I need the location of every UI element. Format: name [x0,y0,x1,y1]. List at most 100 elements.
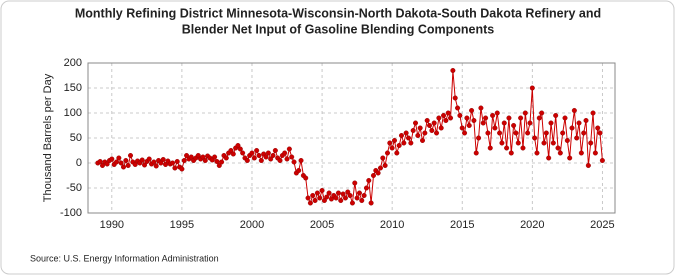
data-point [104,161,110,167]
data-point [272,147,278,153]
data-point [515,140,521,146]
data-point [314,190,320,196]
data-point [356,190,362,196]
data-point [326,190,332,196]
data-point [291,159,297,165]
data-point [317,195,323,201]
data-point [506,115,512,121]
x-tick-label: 2025 [590,219,614,231]
data-point [476,135,482,141]
x-tick-label: 2015 [450,219,474,231]
y-tick-label: 0 [76,157,82,169]
data-point [464,115,470,121]
data-point [450,67,456,73]
data-point [469,107,475,113]
data-point [298,157,304,163]
data-point [462,130,468,136]
data-point [417,125,423,131]
y-tick-label: 150 [64,82,82,94]
data-point [118,160,124,166]
data-point [424,117,430,123]
data-point [139,157,145,163]
data-point [532,135,538,141]
source: Source: U.S. Energy Information Administ… [30,253,219,263]
data-point [146,156,152,162]
x-tick-label: 1995 [170,219,194,231]
data-point [256,152,262,158]
data-point [223,155,229,161]
data-point [265,150,271,156]
data-point [599,157,605,163]
y-tick-label: -50 [66,182,82,194]
data-point [480,120,486,126]
data-point [441,112,447,118]
data-point [312,197,318,203]
data-point [546,155,552,161]
data-point [284,156,290,162]
data-point [228,147,234,153]
data-point [408,140,414,146]
data-point [571,107,577,113]
data-point [382,162,388,168]
data-point [109,156,115,162]
y-tick-label: 200 [64,57,82,69]
data-point [501,120,507,126]
data-point [181,157,187,163]
data-point [368,200,374,206]
data-point [235,142,241,148]
data-point [121,164,127,170]
data-point [457,112,463,118]
chart-title: Monthly Refining District Minnesota-Wisc… [75,6,601,20]
data-point [328,196,334,202]
data-point [557,150,563,156]
data-point [174,158,180,164]
x-tick-label: 2000 [240,219,264,231]
data-point [202,157,208,163]
data-point [413,120,419,126]
data-point [403,130,409,136]
data-point [585,162,591,168]
series-line [97,70,603,205]
data-point [394,150,400,156]
data-point [363,185,369,191]
data-point [303,175,309,181]
data-point [478,105,484,111]
chart-title: Blender Net Input of Gasoline Blending C… [182,22,495,36]
data-point [132,161,138,167]
data-point [319,187,325,193]
data-point [487,145,493,151]
data-point [443,117,449,123]
data-point [335,190,341,196]
data-point [499,140,505,146]
data-point [562,115,568,121]
data-point [550,140,556,146]
data-point [296,167,302,173]
data-point [188,154,194,160]
data-point [520,145,526,151]
y-tick-label: -100 [60,207,82,219]
data-point [429,127,435,133]
data-point [387,140,393,146]
data-point [170,160,176,166]
data-point [195,152,201,158]
data-point [380,155,386,161]
data-point [307,200,313,206]
data-point [427,122,433,128]
data-point [422,130,428,136]
x-tick-label: 2020 [520,219,544,231]
data-point [504,145,510,151]
data-point [342,195,348,201]
data-point [525,130,531,136]
data-point [494,110,500,116]
data-point [113,159,119,165]
data-point [497,130,503,136]
data-point [492,125,498,131]
data-point [555,145,561,151]
data-point [324,194,330,200]
data-point [277,157,283,163]
data-point [184,152,190,158]
data-point [490,112,496,118]
data-point [237,146,243,152]
